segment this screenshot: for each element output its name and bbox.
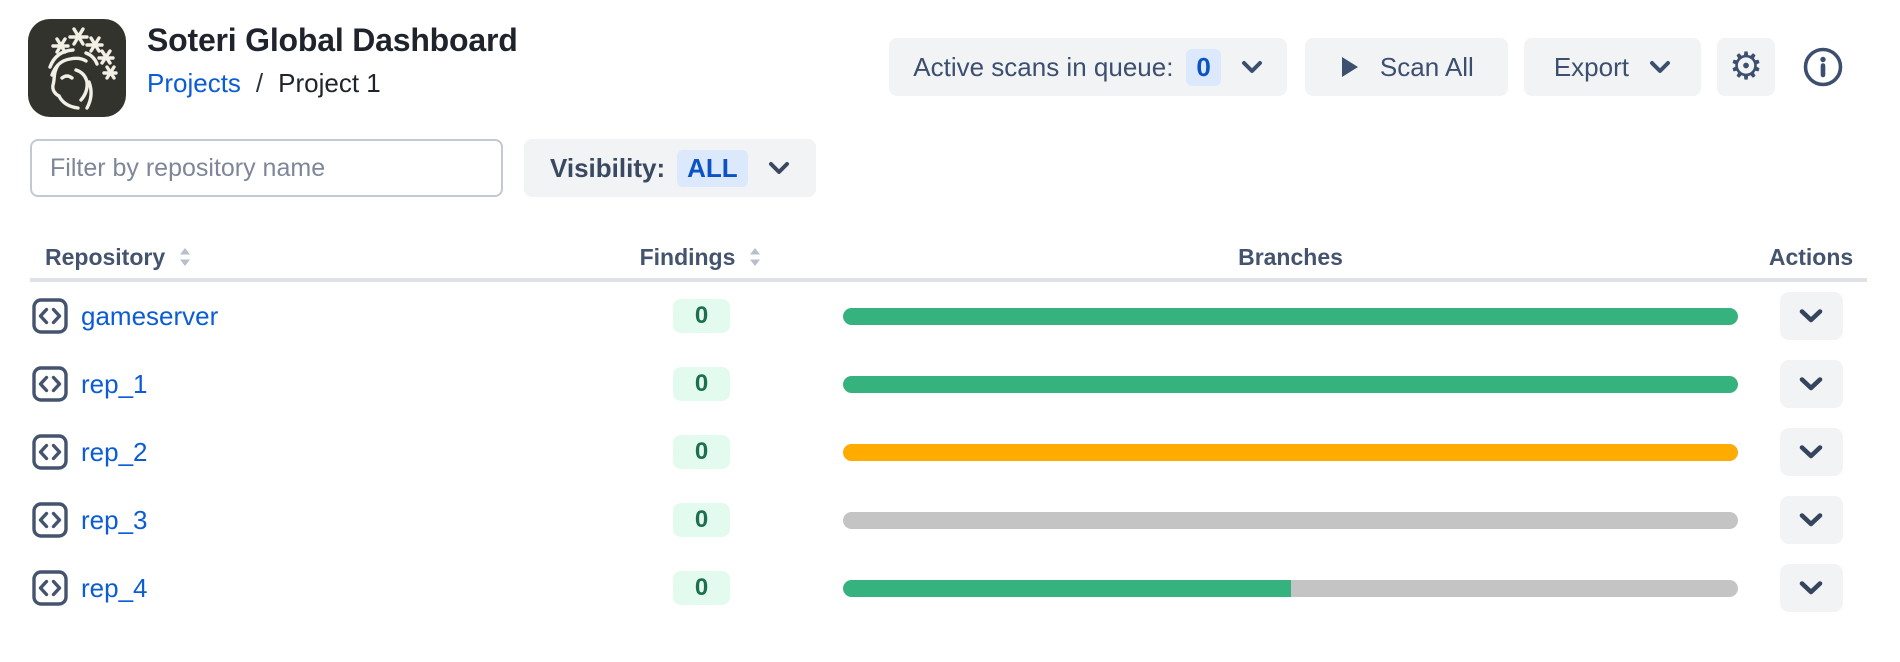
branch-status-bar: [843, 375, 1738, 393]
breadcrumb-current: Project 1: [278, 68, 381, 98]
info-icon: [1803, 47, 1843, 87]
chevron-down-icon: [1799, 445, 1823, 459]
column-header-repository[interactable]: Repository: [30, 244, 613, 271]
queue-count-badge: 0: [1186, 48, 1221, 86]
column-header-branches: Branches: [790, 244, 1755, 271]
findings-count-badge: 0: [673, 571, 730, 605]
export-dropdown[interactable]: Export: [1523, 38, 1701, 96]
branch-status-bar: [843, 579, 1291, 597]
findings-count-badge: 0: [673, 503, 730, 537]
chevron-down-icon: [768, 161, 790, 175]
gear-icon: ⚙: [1728, 46, 1764, 88]
repository-cell: gameserver: [30, 298, 613, 334]
scan-all-button[interactable]: Scan All: [1304, 38, 1508, 96]
table-row: rep_2 0: [30, 418, 1867, 486]
findings-count-badge: 0: [673, 435, 730, 469]
table-row: gameserver 0: [30, 282, 1867, 350]
repository-link[interactable]: rep_4: [81, 572, 148, 603]
column-header-findings[interactable]: Findings: [613, 244, 790, 271]
repository-link[interactable]: rep_3: [81, 504, 148, 535]
column-header-actions: Actions: [1755, 244, 1867, 271]
repository-cell: rep_3: [30, 502, 613, 538]
branch-status-bar-track: [843, 375, 1738, 393]
row-actions-dropdown[interactable]: [1779, 360, 1843, 408]
repository-table: Repository Findings Branches Actions: [30, 236, 1867, 622]
repository-code-icon: [32, 434, 68, 470]
repository-code-icon: [32, 298, 68, 334]
row-actions-dropdown[interactable]: [1779, 496, 1843, 544]
visibility-dropdown[interactable]: Visibility: ALL: [524, 139, 816, 197]
soteri-logo-icon: [28, 19, 126, 117]
export-label: Export: [1553, 51, 1629, 82]
active-scans-queue-dropdown[interactable]: Active scans in queue: 0: [889, 38, 1287, 96]
row-actions-dropdown[interactable]: [1779, 292, 1843, 340]
soteri-logo: [28, 19, 126, 117]
branch-status-bar-track: [843, 443, 1738, 461]
sort-icon[interactable]: [747, 246, 763, 268]
table-row: rep_3 0: [30, 486, 1867, 554]
breadcrumb: Projects / Project 1: [147, 68, 518, 99]
findings-header-label: Findings: [639, 243, 736, 270]
logo-face: [48, 48, 99, 110]
row-actions-dropdown[interactable]: [1779, 428, 1843, 476]
breadcrumb-projects-link[interactable]: Projects: [147, 68, 241, 98]
branch-status-bar-track: [843, 307, 1738, 325]
chevron-down-icon: [1241, 60, 1263, 74]
branch-status-bar-track: [843, 511, 1738, 529]
breadcrumb-separator: /: [255, 68, 264, 98]
branch-status-bar-track: [843, 579, 1738, 597]
repository-cell: rep_4: [30, 570, 613, 606]
actions-header-label: Actions: [1768, 243, 1854, 270]
table-header-row: Repository Findings Branches Actions: [30, 236, 1867, 282]
chevron-down-icon: [1799, 377, 1823, 391]
header-title-block: Soteri Global Dashboard Projects / Proje…: [147, 22, 518, 99]
filters-row: Visibility: ALL: [30, 139, 816, 197]
repository-link[interactable]: rep_1: [81, 368, 148, 399]
queue-label: Active scans in queue:: [913, 51, 1174, 82]
repository-filter-input[interactable]: [30, 139, 503, 197]
findings-count-badge: 0: [673, 299, 730, 333]
table-row: rep_1 0: [30, 350, 1867, 418]
branch-status-bar: [843, 307, 1738, 325]
info-button[interactable]: [1801, 45, 1845, 89]
visibility-label: Visibility:: [550, 152, 666, 183]
branches-header-label: Branches: [1238, 243, 1343, 270]
findings-count-badge: 0: [673, 367, 730, 401]
row-actions-dropdown[interactable]: [1779, 564, 1843, 612]
chevron-down-icon: [1799, 581, 1823, 595]
chevron-down-icon: [1799, 309, 1823, 323]
repository-code-icon: [32, 570, 68, 606]
toolbar: Active scans in queue: 0 Scan All Export…: [889, 38, 1845, 96]
settings-button[interactable]: ⚙: [1717, 38, 1775, 96]
chevron-down-icon: [1649, 60, 1671, 74]
repository-link[interactable]: rep_2: [81, 436, 148, 467]
table-row: rep_4 0: [30, 554, 1867, 622]
scan-all-label: Scan All: [1379, 51, 1474, 82]
play-icon: [1339, 55, 1360, 79]
repository-cell: rep_1: [30, 366, 613, 402]
repository-cell: rep_2: [30, 434, 613, 470]
visibility-value-badge: ALL: [677, 149, 748, 187]
repository-header-label: Repository: [45, 243, 166, 270]
branch-status-bar: [843, 443, 1738, 461]
sort-icon[interactable]: [177, 246, 193, 268]
page-title: Soteri Global Dashboard: [147, 22, 518, 58]
chevron-down-icon: [1799, 513, 1823, 527]
repository-link[interactable]: gameserver: [81, 300, 219, 331]
repository-code-icon: [32, 366, 68, 402]
logo-stars: [51, 27, 118, 80]
repository-code-icon: [32, 502, 68, 538]
